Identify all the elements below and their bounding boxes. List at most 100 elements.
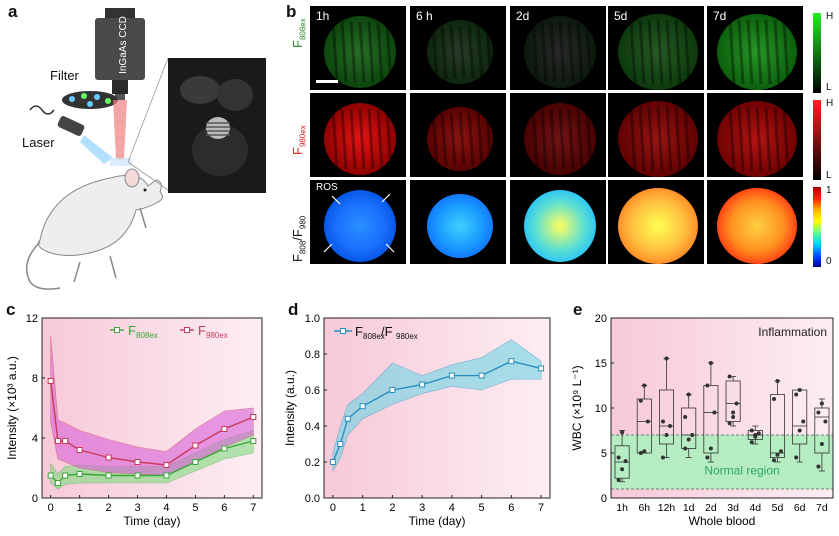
stripe — [540, 108, 548, 170]
data-point — [163, 472, 170, 479]
data-point — [772, 397, 776, 401]
stripe — [638, 106, 646, 172]
data-point — [105, 472, 112, 479]
panel-b-label: b — [286, 2, 297, 21]
data-point — [816, 410, 821, 415]
series-line-0 — [50, 440, 254, 485]
tile-row0-col4: 7d — [707, 6, 803, 90]
data-point — [779, 449, 783, 454]
data-point — [192, 459, 199, 465]
data-point — [664, 356, 669, 361]
stripe — [764, 106, 772, 172]
y-tick-label: 1.0 — [305, 313, 320, 325]
y-axis-label: Intensity (×10³ a.u.) — [5, 356, 19, 460]
data-point — [690, 433, 695, 437]
data-point — [638, 398, 643, 403]
data-point — [819, 401, 824, 406]
data-point — [337, 441, 344, 447]
stripe — [449, 112, 457, 166]
data-point — [642, 449, 647, 454]
stripe — [764, 19, 772, 85]
x-tick-label: 6 — [221, 502, 227, 514]
green-bar-high: H — [826, 11, 834, 22]
legend-entry: F — [355, 324, 363, 339]
stripe — [331, 21, 339, 83]
panel-e-label: e — [573, 300, 583, 319]
data-point — [749, 440, 754, 445]
y-tick-label: 0 — [32, 493, 38, 505]
image-grid: 1h ROS 6 h 2d 5d 7d — [310, 6, 803, 264]
stripe — [531, 108, 539, 170]
green-colorbar — [813, 13, 821, 93]
data-point — [448, 372, 455, 379]
stripe — [755, 106, 763, 172]
data-point — [620, 467, 625, 472]
data-point — [344, 415, 351, 422]
data-point — [645, 419, 650, 424]
mouse-illustration — [25, 158, 164, 290]
data-point — [819, 442, 824, 446]
panel-d-label: d — [288, 300, 299, 319]
row-label-980: F980ex — [290, 125, 308, 155]
data-point — [727, 374, 732, 379]
stripe — [629, 106, 637, 172]
laser-icon — [29, 105, 113, 164]
box — [725, 380, 741, 422]
y-tick-label: 20 — [595, 313, 607, 325]
ratio-bar-high: 1 — [826, 185, 832, 196]
filter-label: Filter — [50, 68, 80, 83]
tissue-blob — [717, 188, 797, 264]
tile-row2-col0: ROS — [310, 180, 406, 264]
y-tick-label: 4 — [32, 433, 38, 445]
data-point — [47, 472, 54, 479]
stripe — [440, 25, 448, 79]
stripe — [458, 25, 466, 79]
stripe — [340, 21, 348, 83]
data-point — [731, 410, 736, 415]
stripe — [683, 106, 691, 172]
data-point — [797, 388, 802, 392]
y-tick-label: 0.8 — [305, 349, 320, 361]
data-point — [775, 379, 780, 383]
green-bar-low: L — [826, 82, 832, 93]
tile-row0-col1: 6 h — [410, 6, 506, 90]
data-point — [816, 464, 821, 469]
data-point — [686, 392, 691, 397]
stripe — [340, 108, 348, 170]
data-point — [823, 419, 828, 424]
data-point — [668, 424, 672, 428]
red-bar-high: H — [826, 98, 834, 109]
stripe — [476, 112, 484, 166]
data-point — [705, 383, 710, 388]
stripe — [458, 112, 466, 166]
stripe — [485, 112, 493, 166]
x-tick-label: 1 — [77, 502, 83, 514]
y-tick-label: 0.0 — [305, 493, 320, 505]
stripe — [629, 19, 637, 85]
stripe — [440, 112, 448, 166]
data-point — [616, 478, 621, 482]
stripe — [467, 25, 475, 79]
stripe — [665, 19, 673, 85]
data-point — [329, 459, 336, 465]
stripe — [683, 19, 691, 85]
tile-row2-col1 — [410, 180, 506, 264]
tissue-blob — [618, 101, 698, 177]
data-point — [359, 403, 366, 410]
x-tick-label: 1d — [683, 502, 695, 514]
stripe — [531, 21, 539, 83]
time-label: 1h — [316, 9, 330, 23]
stripe — [358, 21, 366, 83]
data-point — [772, 458, 776, 463]
data-point — [478, 372, 485, 379]
schematic: InGaAs CCD Filter Laser — [0, 0, 280, 305]
data-point — [389, 387, 396, 393]
legend-entry-sub: 808ex — [136, 331, 158, 340]
stripe — [558, 21, 566, 83]
camera-icon — [95, 8, 145, 100]
y-tick-label: 10 — [595, 403, 607, 415]
stripe — [567, 21, 575, 83]
x-tick-label: 7 — [250, 502, 256, 514]
x-tick-label: 5 — [479, 502, 485, 514]
stripe — [367, 108, 375, 170]
